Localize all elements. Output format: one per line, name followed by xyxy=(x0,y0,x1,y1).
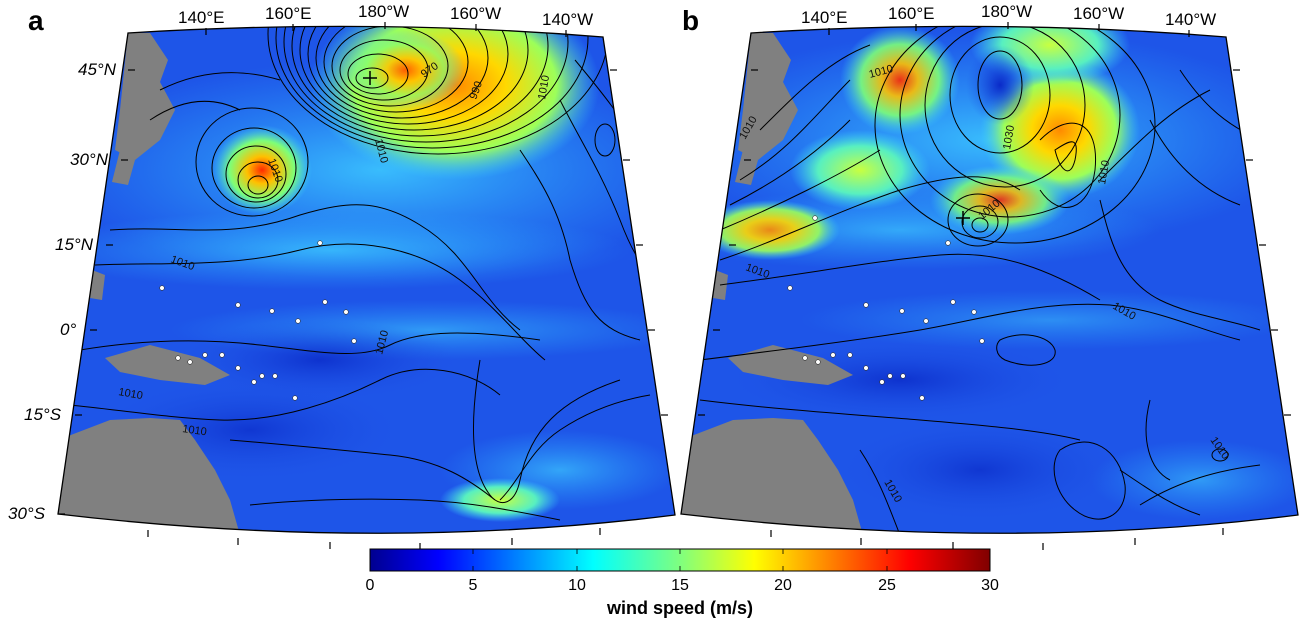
colorbar: 0 5 10 15 20 25 30 wind speed (m/s) xyxy=(366,548,999,618)
panel-a-lon-labels: 140°E 160°E 180°W 160°W 140°W xyxy=(178,2,593,29)
panel-a-wind-field xyxy=(58,26,675,534)
land-japan xyxy=(115,33,175,160)
high-pressure-contours xyxy=(874,26,1156,244)
panel-a-lat-labels: 45°N 30°N 15°N 0° 15°S 30°S xyxy=(8,60,117,523)
lon-label: 180°W xyxy=(358,2,409,21)
aleutian-low-contours xyxy=(267,26,609,155)
land-korea xyxy=(735,150,758,185)
lat-label: 0° xyxy=(60,320,76,339)
panel-a-cyclone-center xyxy=(363,71,377,85)
contour-label: 1010 xyxy=(536,74,552,100)
lon-label: 160°E xyxy=(265,4,312,23)
colorbar-ticks xyxy=(472,549,888,571)
lon-label: 160°W xyxy=(450,4,501,23)
panel-b-stations xyxy=(787,215,985,401)
contour-label: 1010 xyxy=(1096,159,1112,185)
contour-label: 1030 xyxy=(1001,124,1017,150)
panel-b-cyclone-center xyxy=(956,211,970,225)
low-pressure-contours xyxy=(947,193,1009,247)
panel-b-contours xyxy=(699,26,1261,534)
panel-b-letter: b xyxy=(682,5,699,36)
contour-label: 1010 xyxy=(182,423,208,438)
colorbar-label: wind speed (m/s) xyxy=(606,598,753,618)
lon-label: 160°E xyxy=(888,4,935,23)
lon-label: 160°W xyxy=(1073,4,1124,23)
lon-label: 140°W xyxy=(1165,10,1216,29)
colorbar-tick-label: 10 xyxy=(568,577,586,594)
colorbar-tick-label: 15 xyxy=(671,577,689,594)
land-philippines xyxy=(90,270,105,300)
typhoon-contours xyxy=(195,107,309,217)
lat-label: 30°N xyxy=(70,150,109,169)
colorbar-tick-label: 25 xyxy=(878,577,896,594)
panel-b-ticks xyxy=(698,22,1291,550)
lat-label: 45°N xyxy=(78,60,117,79)
colorbar-tick-label: 5 xyxy=(469,577,478,594)
panel-a-letter: a xyxy=(28,5,44,36)
land-new-guinea xyxy=(728,345,853,385)
panel-a: a 140°E 160°E 180°W 160°W 140°W 45°N 30°… xyxy=(8,2,676,550)
panel-a-stations xyxy=(159,240,357,401)
land-australia xyxy=(681,418,863,534)
colorbar-tick-label: 20 xyxy=(774,577,792,594)
panel-b-lon-labels: 140°E 160°E 180°W 160°W 140°W xyxy=(801,2,1216,29)
colorbar-tick-labels: 0 5 10 15 20 25 30 xyxy=(366,577,999,594)
land-australia xyxy=(58,418,240,534)
lon-label: 180°W xyxy=(981,2,1032,21)
panel-b-wind-field xyxy=(681,26,1298,534)
contour-label: 1010 xyxy=(117,386,143,402)
lat-label: 15°N xyxy=(55,235,94,254)
land-new-guinea xyxy=(105,345,230,385)
panel-a-contours xyxy=(69,26,671,521)
lon-label: 140°W xyxy=(542,10,593,29)
land-korea xyxy=(112,150,135,185)
panel-a-ticks xyxy=(58,22,668,550)
land-japan xyxy=(738,33,798,160)
colorbar-tick-label: 0 xyxy=(366,577,375,594)
lon-label: 140°E xyxy=(801,8,848,27)
lon-label: 140°E xyxy=(178,8,225,27)
lat-label: 30°S xyxy=(8,504,46,523)
panel-b: b 140°E 160°E 180°W 160°W 140°W 1010 103… xyxy=(680,2,1299,550)
lat-label: 15°S xyxy=(24,405,62,424)
contour-label: 990 xyxy=(468,80,486,101)
colorbar-tick-label: 30 xyxy=(981,577,999,594)
